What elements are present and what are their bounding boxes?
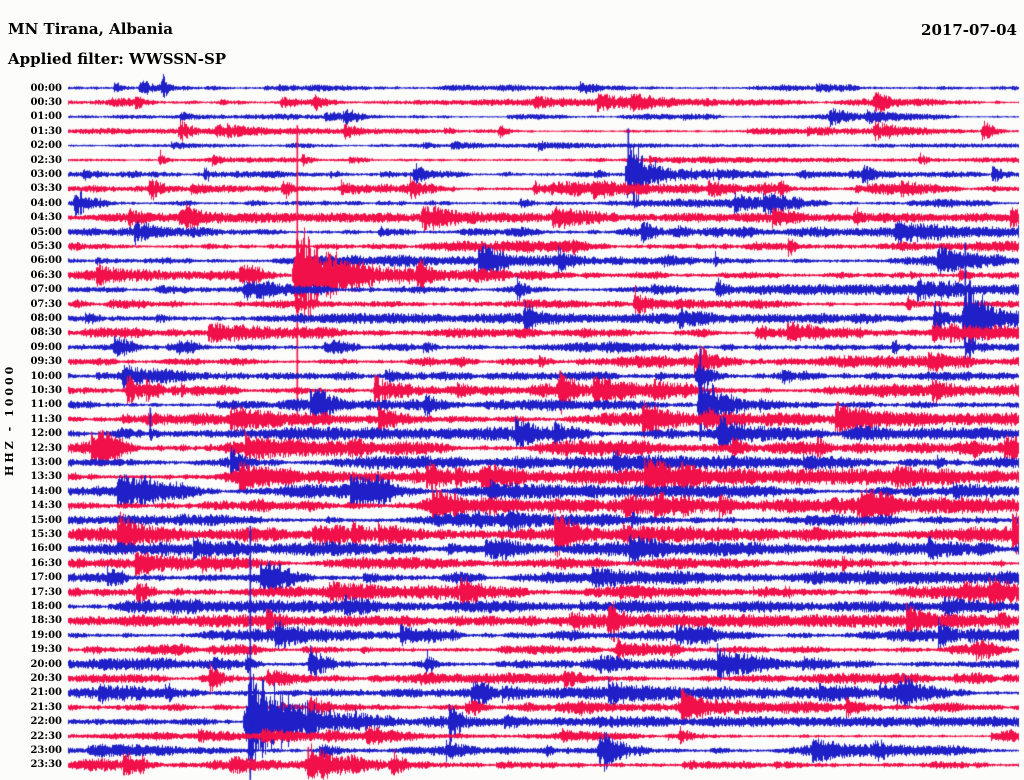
- time-tick-label: 04:30: [30, 212, 62, 224]
- time-tick-label: 03:30: [30, 183, 62, 195]
- time-tick-label: 06:30: [30, 269, 62, 281]
- time-tick-label: 02:30: [30, 154, 62, 166]
- date-label: 2017-07-04: [921, 21, 1017, 39]
- time-tick-label: 19:30: [30, 644, 62, 656]
- time-tick-label: 21:00: [30, 687, 62, 699]
- time-tick-label: 10:30: [30, 384, 62, 396]
- time-tick-label: 16:00: [30, 543, 62, 555]
- time-tick-label: 13:30: [30, 471, 62, 483]
- time-tick-label: 00:00: [30, 82, 62, 94]
- time-tick-label: 12:30: [30, 442, 62, 454]
- time-tick-label: 15:00: [30, 514, 62, 526]
- time-tick-label: 20:30: [30, 673, 62, 685]
- time-tick-label: 22:00: [30, 716, 62, 728]
- time-tick-label: 14:30: [30, 500, 62, 512]
- time-tick-label: 23:00: [30, 745, 62, 757]
- time-tick-label: 02:00: [30, 140, 62, 152]
- time-tick-label: 01:30: [30, 125, 62, 137]
- time-tick-label: 05:00: [30, 226, 62, 238]
- time-tick-label: 23:30: [30, 759, 62, 771]
- time-tick-label: 21:30: [30, 701, 62, 713]
- time-tick-label: 07:00: [30, 284, 62, 296]
- time-tick-label: 09:30: [30, 356, 62, 368]
- time-tick-label: 08:30: [30, 327, 62, 339]
- time-tick-label: 09:00: [30, 341, 62, 353]
- time-tick-label: 17:30: [30, 586, 62, 598]
- time-tick-label: 11:00: [30, 399, 62, 411]
- time-tick-label: 10:00: [30, 370, 62, 382]
- time-tick-label: 22:30: [30, 730, 62, 742]
- time-tick-label: 17:00: [30, 572, 62, 584]
- time-tick-label: 01:00: [30, 111, 62, 123]
- time-tick-label: 03:00: [30, 168, 62, 180]
- time-tick-label: 04:00: [30, 197, 62, 209]
- time-tick-label: 05:30: [30, 240, 62, 252]
- time-axis: 00:00 00:30 01:00 01:30 02:00 02:30 03:00 03:30…: [0, 0, 62, 780]
- time-tick-label: 14:00: [30, 485, 62, 497]
- time-tick-label: 16:30: [30, 557, 62, 569]
- time-tick-label: 00:30: [30, 96, 62, 108]
- time-tick-label: 20:00: [30, 658, 62, 670]
- time-tick-label: 06:00: [30, 255, 62, 267]
- time-tick-label: 07:30: [30, 298, 62, 310]
- station-title: MN Tirana, Albania: [8, 20, 173, 38]
- time-tick-label: 15:30: [30, 529, 62, 541]
- time-tick-label: 11:30: [30, 413, 62, 425]
- time-tick-label: 19:00: [30, 629, 62, 641]
- filter-label: Applied filter: WWSSN-SP: [8, 50, 227, 68]
- time-tick-label: 12:00: [30, 428, 62, 440]
- time-tick-label: 18:00: [30, 601, 62, 613]
- time-tick-label: 13:00: [30, 457, 62, 468]
- time-tick-label: 08:00: [30, 312, 62, 324]
- time-tick-label: 18:30: [30, 615, 62, 627]
